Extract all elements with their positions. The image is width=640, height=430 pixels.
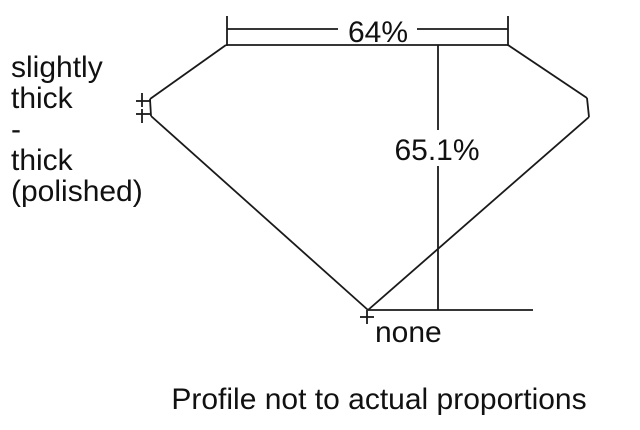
- right-crown-facet-line: [507, 44, 588, 99]
- left-crown-facet-line: [149, 44, 227, 100]
- girdle-label-line: thick: [11, 144, 73, 177]
- girdle-label-line: (polished): [11, 175, 143, 208]
- depth-percentage-label: 65.1%: [394, 134, 479, 167]
- caption-text: Profile not to actual proportions: [171, 383, 586, 416]
- right-girdle-edge-line: [586, 97, 590, 118]
- right-pavilion-facet-line: [367, 116, 590, 311]
- girdle-label-line: -: [11, 113, 21, 146]
- culet-label: none: [375, 316, 442, 349]
- girdle-label: slightly thick - thick (polished): [11, 52, 143, 207]
- girdle-label-line: slightly: [11, 51, 103, 84]
- table-percentage-label: 64%: [348, 16, 408, 49]
- left-pavilion-facet-line: [150, 115, 369, 311]
- girdle-label-line: thick: [11, 82, 73, 115]
